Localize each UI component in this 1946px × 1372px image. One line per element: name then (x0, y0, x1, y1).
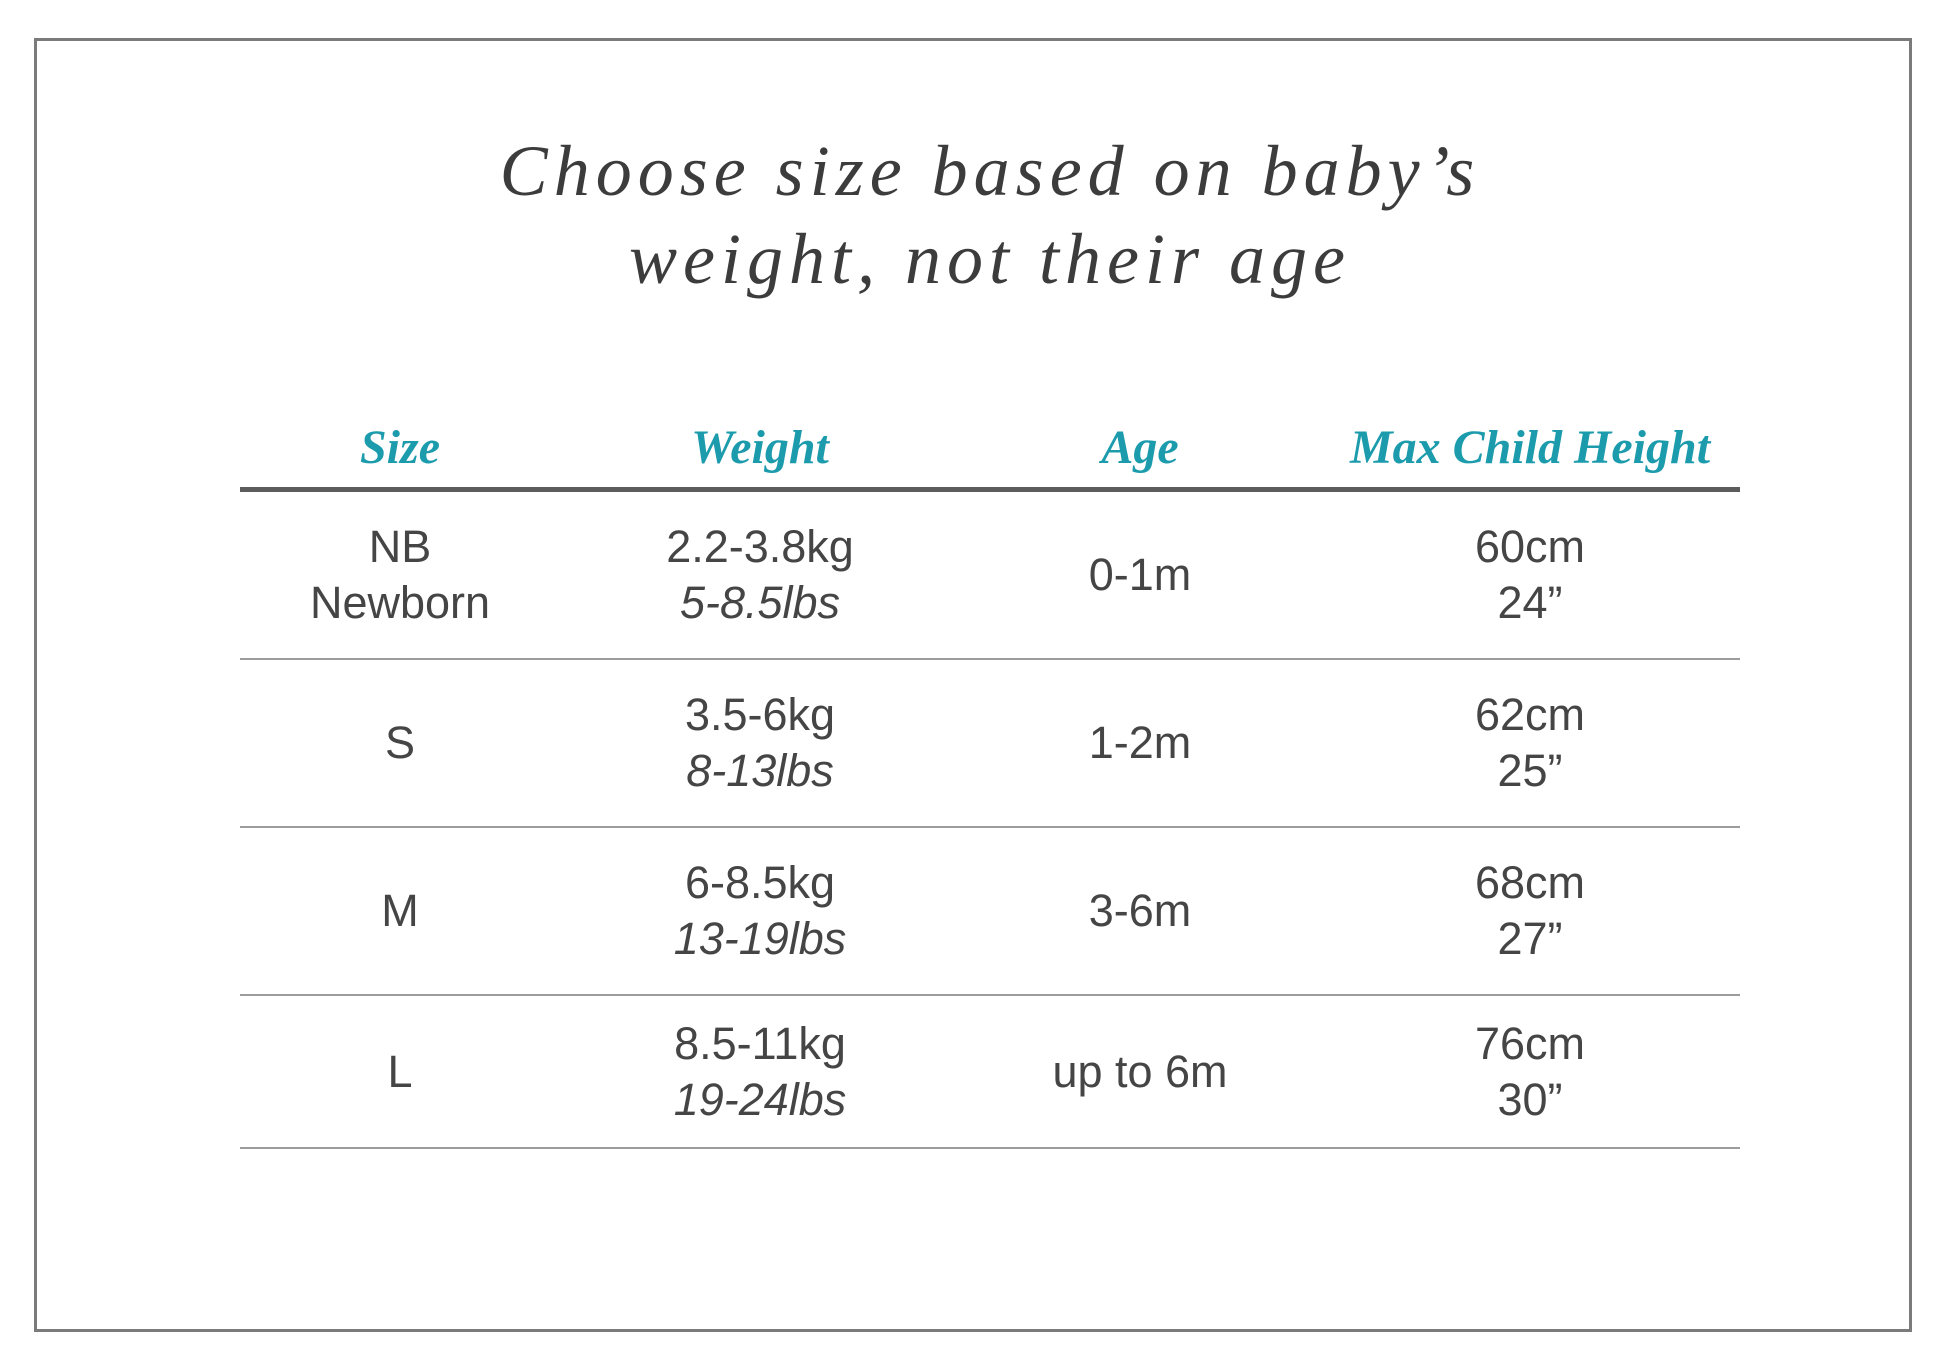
table-row-small: S 3.5-6kg 8-13lbs 1-2m 62cm 25” (240, 660, 1740, 828)
height-cell: 60cm 24” (1320, 519, 1740, 631)
age-cell: 3-6m (1088, 885, 1192, 937)
height-cell: 76cm 30” (1320, 1016, 1740, 1128)
size-name: Newborn (309, 577, 491, 628)
height-inches: 24” (1497, 577, 1563, 628)
weight-lbs: 13-19lbs (673, 913, 847, 964)
height-cm: 62cm (1474, 689, 1586, 741)
height-cm: 68cm (1474, 857, 1586, 909)
column-header-weight: Weight (691, 421, 829, 474)
table-row-newborn: NB Newborn 2.2-3.8kg 5-8.5lbs 0-1m 60cm … (240, 492, 1740, 660)
table-row-large: L 8.5-11kg 19-24lbs up to 6m 76cm 30” (240, 996, 1740, 1149)
age-cell: up to 6m (1052, 1045, 1228, 1097)
size-cell: S (240, 715, 560, 771)
weight-kg: 2.2-3.8kg (666, 521, 854, 573)
height-inches: 25” (1497, 745, 1563, 796)
table-row-medium: M 6-8.5kg 13-19lbs 3-6m 68cm 27” (240, 828, 1740, 996)
weight-lbs: 8-13lbs (686, 745, 834, 796)
weight-cell: 6-8.5kg 13-19lbs (560, 855, 960, 967)
weight-kg: 3.5-6kg (684, 689, 836, 741)
weight-lbs: 19-24lbs (673, 1073, 847, 1125)
weight-lbs: 5-8.5lbs (679, 577, 841, 628)
table-header-row: Size Weight Age Max Child Height (240, 420, 1740, 492)
height-cell: 68cm 27” (1320, 855, 1740, 967)
size-cell: NB Newborn (240, 519, 560, 631)
weight-kg: 8.5-11kg (674, 1017, 846, 1069)
age-cell: 0-1m (1088, 549, 1192, 601)
page-title-line-2: weight, not their age (629, 218, 1351, 299)
column-header-max-child-height: Max Child Height (1349, 421, 1711, 474)
height-inches: 30” (1497, 1073, 1563, 1125)
size-code: S (384, 717, 415, 769)
height-cm: 60cm (1474, 521, 1586, 573)
weight-cell: 2.2-3.8kg 5-8.5lbs (560, 519, 960, 631)
height-cell: 62cm 25” (1320, 687, 1740, 799)
size-cell: M (240, 883, 560, 939)
column-header-size: Size (359, 421, 440, 474)
weight-cell: 8.5-11kg 19-24lbs (560, 1016, 960, 1128)
page-title-line-1: Choose size based on baby’s (499, 131, 1481, 211)
height-inches: 27” (1497, 913, 1563, 964)
page-title: Choose size based on baby’s weight, not … (240, 128, 1740, 304)
size-code: NB (368, 521, 432, 573)
weight-cell: 3.5-6kg 8-13lbs (560, 687, 960, 799)
size-code: L (387, 1045, 413, 1097)
size-code: M (381, 885, 419, 937)
size-table: Size Weight Age Max Child Height NB Newb… (240, 420, 1740, 1149)
column-header-age: Age (1101, 421, 1179, 474)
age-cell: 1-2m (1088, 717, 1192, 769)
weight-kg: 6-8.5kg (684, 857, 836, 909)
size-cell: L (240, 1044, 560, 1100)
height-cm: 76cm (1474, 1017, 1586, 1069)
outer-border-frame (34, 38, 1912, 1332)
